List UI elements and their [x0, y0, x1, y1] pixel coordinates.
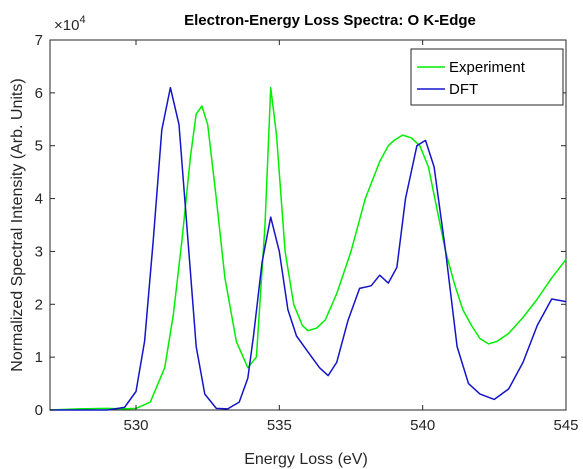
legend-entry-label: DFT	[449, 81, 478, 98]
y-tick-label: 5	[35, 138, 43, 155]
y-tick-label: 3	[35, 243, 43, 260]
legend-entry-label: Experiment	[449, 59, 526, 76]
series-line-experiment	[49, 86, 567, 411]
x-tick-label: 535	[267, 417, 292, 434]
legend: Experiment DFT	[410, 48, 564, 106]
y-tick-label: 2	[35, 296, 43, 313]
y-axis-multiplier: ×104	[54, 14, 86, 34]
y-multiplier-base: ×10	[54, 17, 79, 34]
y-tick-label: 6	[35, 85, 43, 102]
y-axis-label: Normalized Spectral Intensity (Arb. Unit…	[9, 78, 26, 371]
y-tick-label: 7	[35, 32, 43, 49]
chart-title: Electron-Energy Loss Spectra: O K-Edge	[184, 12, 476, 29]
x-tick-label: 530	[123, 417, 148, 434]
y-tick-label: 0	[35, 402, 43, 419]
y-tick-label: 1	[35, 349, 43, 366]
y-multiplier-exponent: 4	[79, 14, 85, 26]
legend-box	[410, 48, 564, 106]
x-tick-label: 540	[410, 417, 435, 434]
y-tick-label: 4	[35, 191, 43, 208]
x-axis-label: Energy Loss (eV)	[244, 451, 368, 468]
x-tick-label: 545	[553, 417, 578, 434]
series-line-dft	[50, 86, 567, 411]
